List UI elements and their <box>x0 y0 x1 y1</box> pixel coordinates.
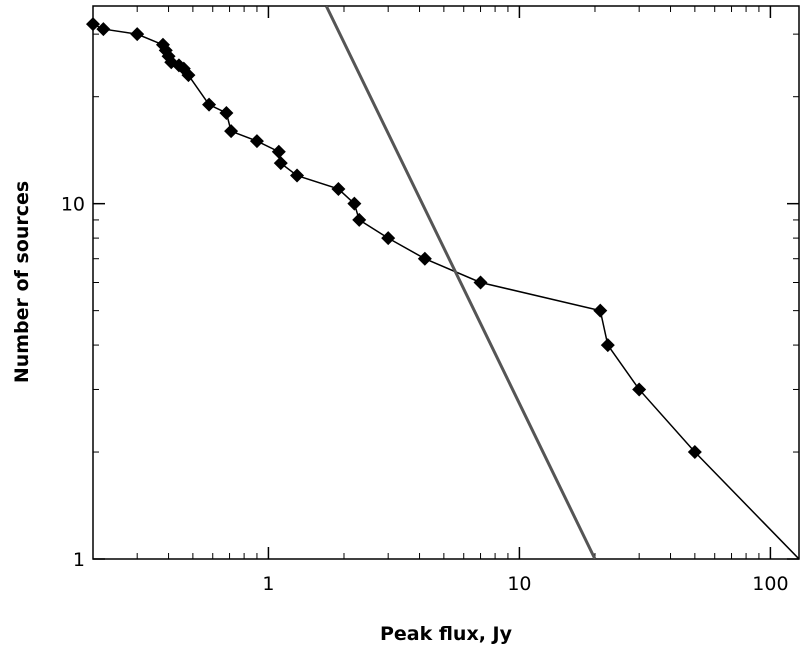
data-point <box>687 445 702 460</box>
y-tick-labels: 1 10 <box>61 194 85 571</box>
minor-ticks <box>92 6 799 559</box>
y-tick-label: 10 <box>61 194 85 216</box>
data-point <box>219 105 234 120</box>
data-point <box>224 124 239 139</box>
x-tick-labels: 1 10 100 <box>262 573 788 595</box>
series-markers <box>86 17 702 460</box>
data-point <box>600 338 615 353</box>
data-point <box>130 27 145 42</box>
y-tick-label: 1 <box>73 549 85 571</box>
data-point <box>473 275 488 290</box>
series-lines <box>93 6 799 559</box>
data-point <box>352 212 367 227</box>
x-tick-label: 100 <box>752 573 788 595</box>
data-series-line <box>93 23 799 559</box>
data-point <box>202 97 217 112</box>
data-point <box>632 382 647 397</box>
data-point <box>593 303 608 318</box>
data-point <box>181 68 196 83</box>
data-point <box>331 181 346 196</box>
data-point <box>249 134 264 149</box>
reference-line <box>324 6 597 559</box>
data-point <box>347 196 362 211</box>
data-point <box>290 168 305 183</box>
major-ticks <box>93 6 799 560</box>
x-tick-label: 10 <box>507 573 531 595</box>
data-point <box>417 251 432 266</box>
x-tick-label: 1 <box>262 573 274 595</box>
data-point <box>273 156 288 171</box>
y-axis-title: Number of sources <box>11 181 33 383</box>
data-point <box>271 144 286 159</box>
data-point <box>381 231 396 246</box>
x-axis-title: Peak flux, Jy <box>380 623 513 645</box>
data-point <box>96 22 111 37</box>
data-point <box>86 17 100 32</box>
